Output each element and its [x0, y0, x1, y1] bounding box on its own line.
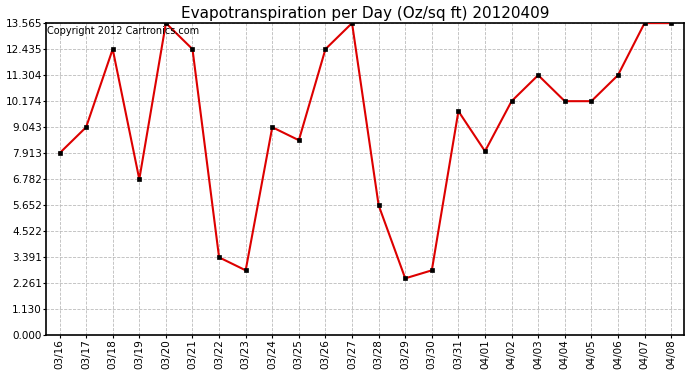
Title: Evapotranspiration per Day (Oz/sq ft) 20120409: Evapotranspiration per Day (Oz/sq ft) 20…: [181, 6, 549, 21]
Text: Copyright 2012 Cartronics.com: Copyright 2012 Cartronics.com: [48, 26, 199, 36]
